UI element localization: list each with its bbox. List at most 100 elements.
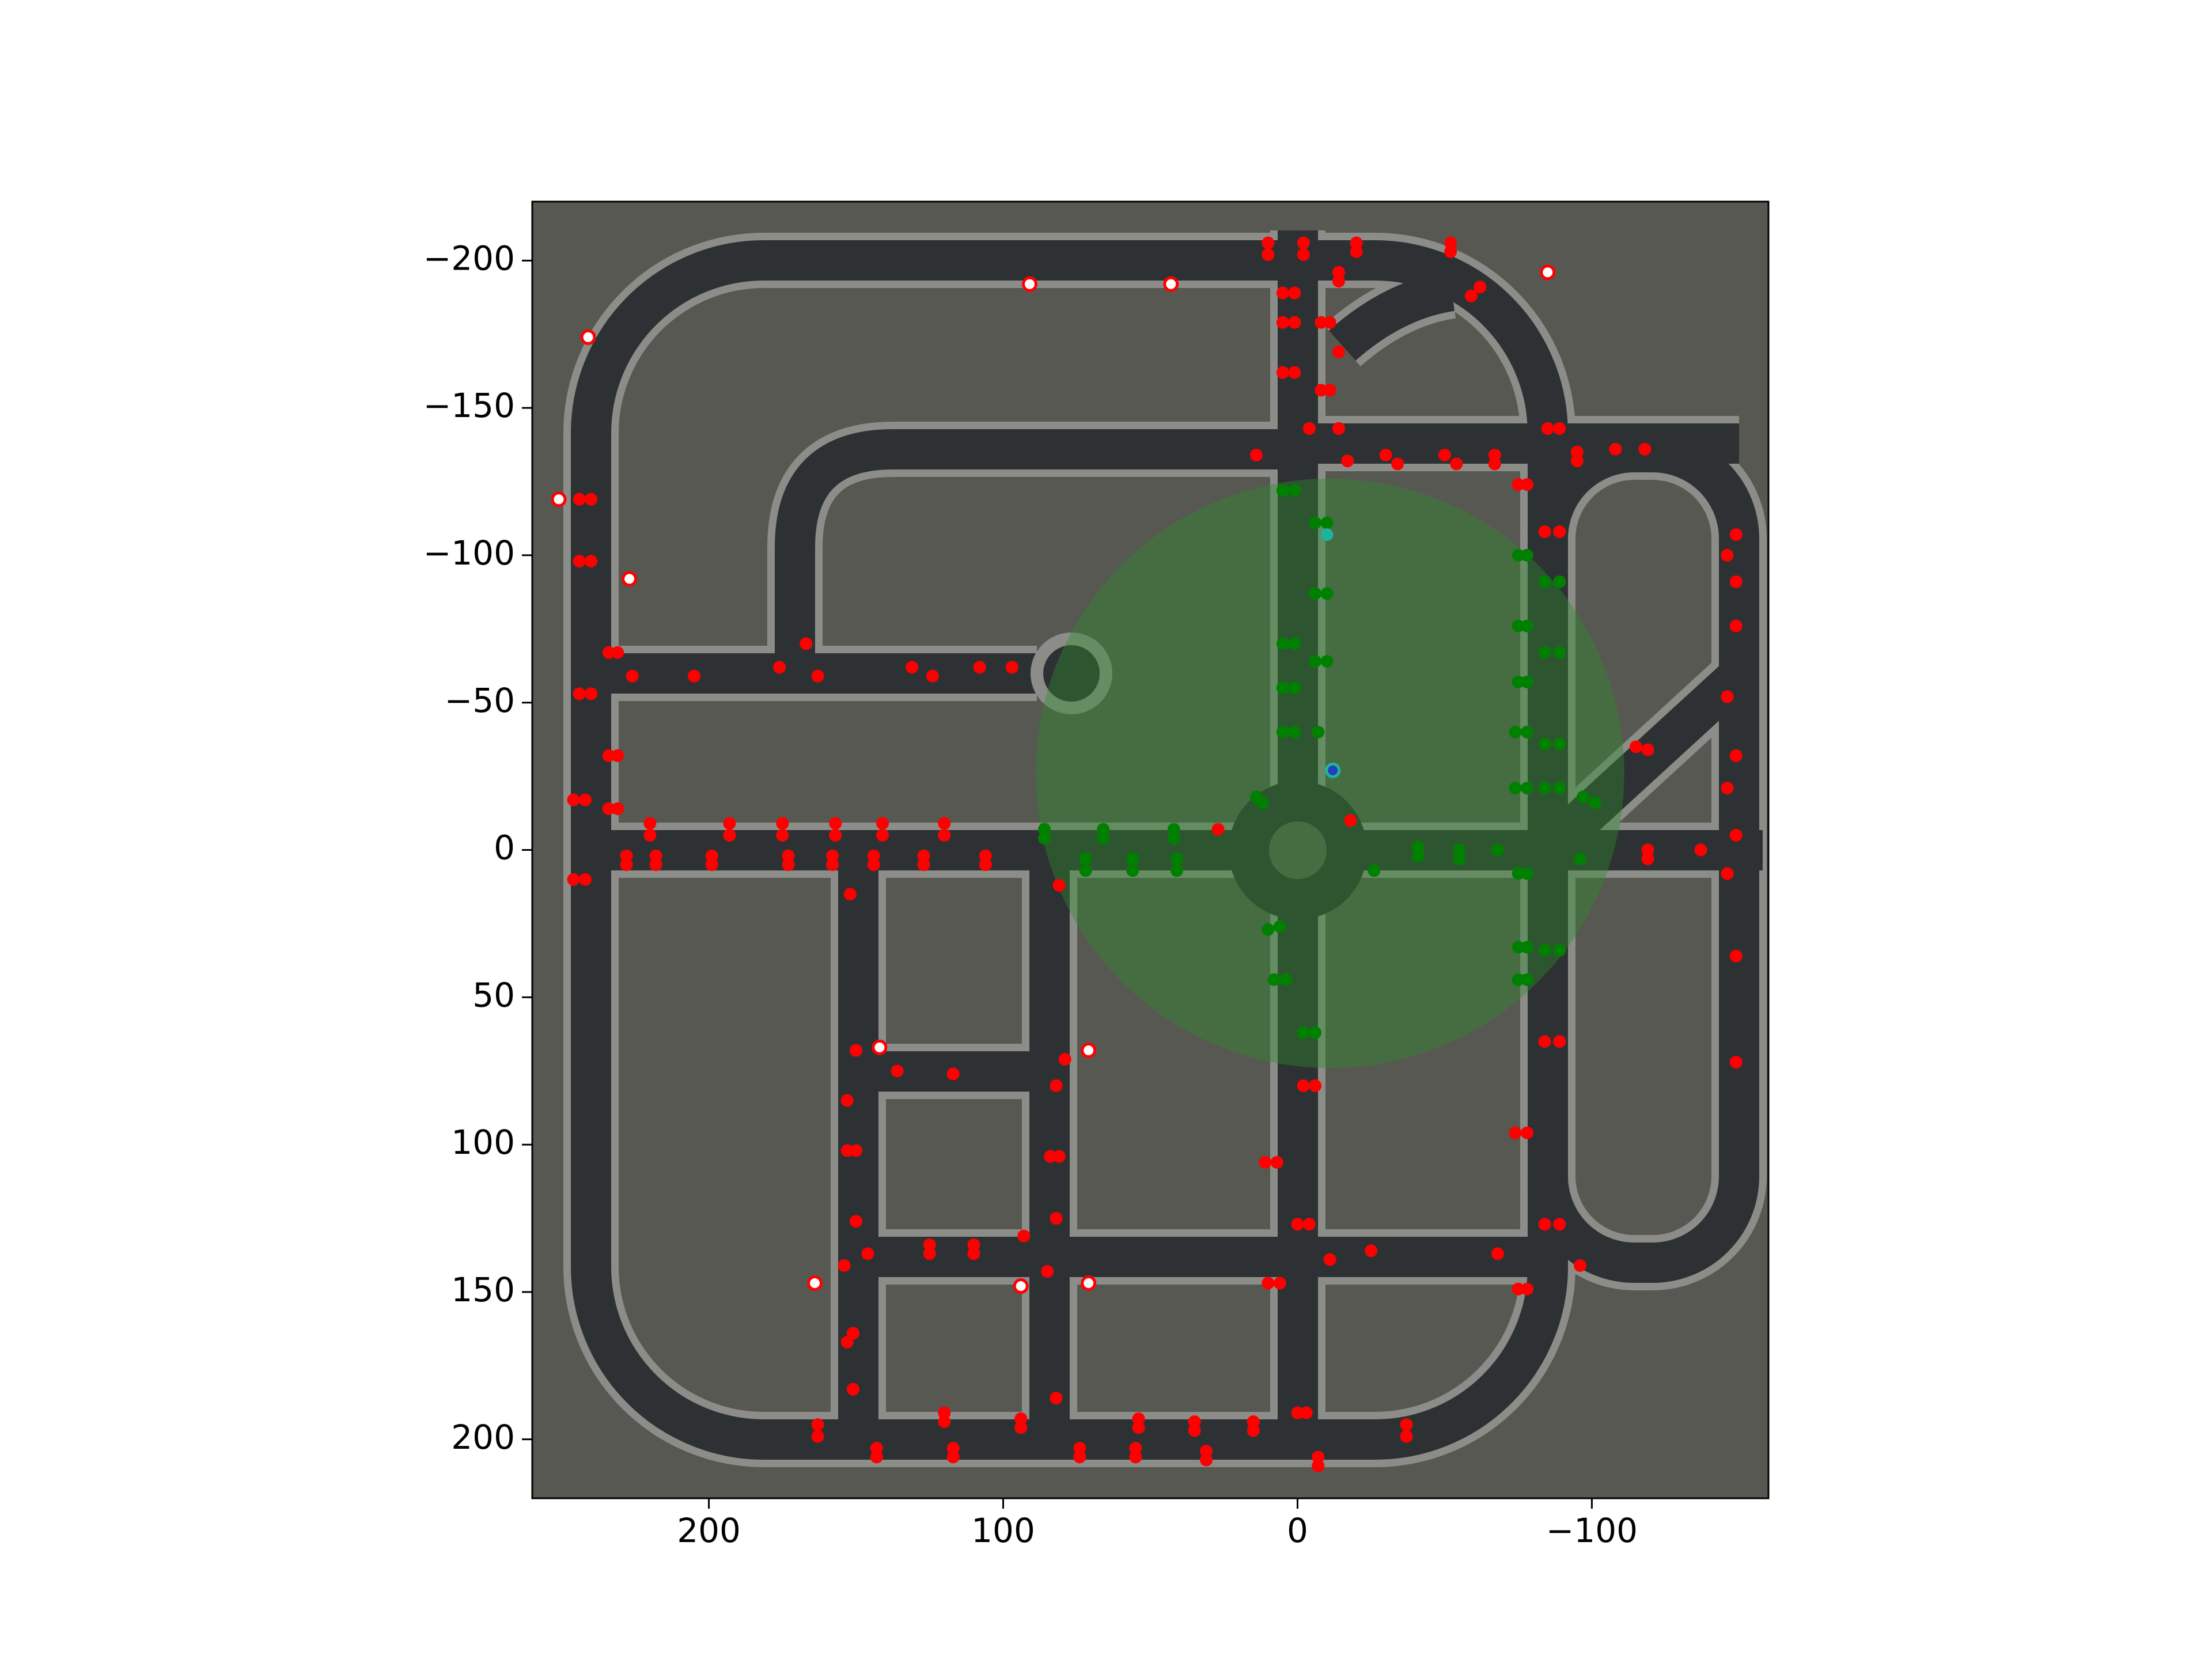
point (1288, 484, 1301, 497)
point (946, 1442, 960, 1455)
point (1288, 681, 1301, 695)
point (840, 1144, 854, 1157)
point (923, 1247, 936, 1260)
point (1453, 843, 1466, 857)
point (602, 749, 615, 762)
point (1512, 675, 1525, 688)
point (876, 817, 889, 830)
point (1411, 849, 1425, 862)
point (1291, 1406, 1304, 1419)
point (850, 1044, 863, 1057)
cul-de-sac (1031, 632, 1112, 714)
point (1379, 448, 1392, 461)
point (917, 849, 930, 862)
point (1332, 275, 1346, 288)
point (840, 1094, 854, 1107)
point (861, 1247, 874, 1260)
point (1279, 973, 1293, 986)
point (1474, 281, 1487, 294)
point (1297, 248, 1310, 262)
point (1297, 1079, 1310, 1092)
y-tick-label: 100 (451, 1123, 515, 1162)
point (1538, 737, 1551, 751)
y-tick-label: −200 (423, 238, 515, 278)
point (1521, 1282, 1534, 1296)
point (1521, 675, 1534, 688)
point (829, 828, 842, 842)
point (1052, 1150, 1066, 1163)
point (1332, 422, 1346, 435)
point (1079, 852, 1092, 865)
point (891, 1065, 904, 1078)
point (1538, 646, 1551, 659)
point (602, 802, 615, 815)
point (1641, 743, 1654, 756)
point (1512, 867, 1525, 880)
point (838, 1259, 851, 1272)
point (846, 1382, 859, 1396)
point (1570, 454, 1584, 468)
point (1073, 1442, 1086, 1455)
point (1450, 457, 1463, 471)
point (782, 858, 795, 872)
point (1163, 276, 1179, 292)
point (1553, 525, 1566, 538)
point (1538, 782, 1551, 795)
point (1609, 442, 1622, 456)
point (811, 1430, 824, 1443)
point (1553, 422, 1566, 435)
point (1038, 823, 1051, 836)
point (1553, 1035, 1566, 1048)
point (1041, 1265, 1054, 1278)
point (1188, 1415, 1201, 1428)
x-tick-label: 100 (971, 1511, 1035, 1550)
point (1512, 1282, 1525, 1296)
point (906, 661, 919, 674)
point (1488, 448, 1501, 461)
x-tick-label: −100 (1546, 1511, 1638, 1550)
point (1323, 1253, 1336, 1266)
roundabout (1229, 781, 1367, 919)
point (926, 669, 939, 683)
point (1512, 478, 1525, 491)
point (1541, 422, 1554, 435)
point (578, 793, 592, 806)
point (688, 669, 701, 683)
point (620, 858, 633, 872)
point (850, 1144, 863, 1157)
point (1276, 286, 1289, 300)
point (1288, 366, 1301, 379)
point (705, 858, 718, 872)
point (1022, 276, 1038, 292)
point (1079, 864, 1092, 877)
point (923, 1238, 936, 1252)
point (1509, 1126, 1522, 1139)
point (1538, 1035, 1551, 1048)
point (1050, 1211, 1063, 1225)
point (580, 329, 596, 345)
point (1729, 1055, 1743, 1069)
point (643, 828, 657, 842)
point (602, 646, 615, 659)
point (1320, 655, 1334, 668)
point (1309, 516, 1322, 529)
point (867, 849, 880, 862)
point (705, 849, 718, 862)
point (776, 817, 789, 830)
point (1312, 725, 1325, 738)
point (1512, 973, 1525, 986)
point (1262, 248, 1275, 262)
y-tick-label: 0 (494, 828, 515, 868)
point (1729, 619, 1743, 632)
point (811, 1418, 824, 1431)
point (1276, 484, 1289, 497)
point (1132, 1421, 1145, 1434)
point (1509, 782, 1522, 795)
point (1570, 445, 1584, 459)
point (611, 749, 624, 762)
point (1325, 762, 1341, 778)
point (1341, 454, 1354, 468)
point (1729, 749, 1743, 762)
point (622, 571, 638, 587)
point (1630, 740, 1643, 753)
